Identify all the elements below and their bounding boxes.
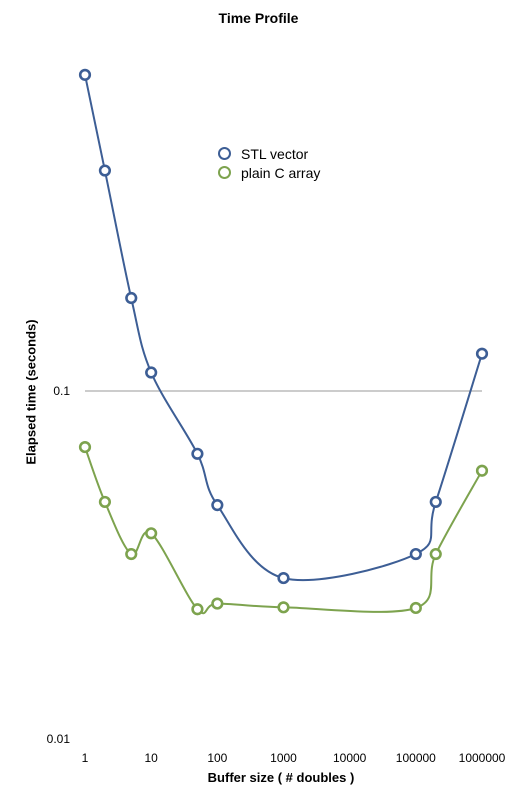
- x-tick-label: 100: [207, 751, 227, 765]
- legend: STL vector plain C array: [218, 144, 320, 182]
- legend-label-stl-vector: STL vector: [241, 145, 309, 162]
- data-point-plain-c-array: [475, 464, 489, 477]
- data-point-stl-vector: [98, 164, 112, 177]
- legend-item-plain-c-array: plain C array: [218, 163, 320, 182]
- y-tick-label: 0.01: [47, 732, 71, 746]
- legend-label-plain-c-array: plain C array: [241, 164, 321, 181]
- data-point-plain-c-array: [277, 601, 290, 614]
- legend-marker-stl-vector: [218, 147, 231, 160]
- data-point-stl-vector: [78, 68, 92, 81]
- data-point-plain-c-array: [409, 601, 422, 615]
- data-point-stl-vector: [145, 366, 158, 379]
- data-point-plain-c-array: [211, 597, 224, 610]
- y-axis-label: Elapsed time (seconds): [23, 319, 39, 465]
- x-tick-label: 100000: [396, 751, 436, 765]
- x-tick-label: 1000: [270, 751, 297, 765]
- data-point-stl-vector: [211, 499, 224, 512]
- data-point-stl-vector: [409, 547, 422, 561]
- data-point-plain-c-array: [98, 495, 112, 509]
- x-tick-label: 10000: [333, 751, 367, 765]
- x-axis-label: Buffer size ( # doubles ): [207, 770, 355, 785]
- data-point-stl-vector: [475, 347, 489, 360]
- x-tick-label: 10: [144, 751, 158, 765]
- data-point-plain-c-array: [125, 547, 138, 561]
- legend-item-stl-vector: STL vector: [218, 144, 320, 163]
- data-point-plain-c-array: [429, 547, 442, 561]
- series-line-plain-c-array: [84, 446, 483, 615]
- data-point-stl-vector: [277, 571, 290, 585]
- data-point-stl-vector: [191, 447, 204, 460]
- data-point-stl-vector: [125, 291, 138, 305]
- data-point-plain-c-array: [191, 603, 204, 616]
- chart-title: Time Profile: [218, 10, 299, 26]
- legend-marker-plain-c-array: [218, 166, 231, 179]
- data-point-plain-c-array: [78, 440, 92, 454]
- data-point-stl-vector: [429, 495, 442, 509]
- y-tick-label: 0.1: [53, 384, 70, 398]
- series-line-stl-vector: [84, 74, 483, 582]
- x-tick-label: 1000000: [459, 751, 506, 765]
- x-tick-label: 1: [82, 751, 89, 765]
- data-point-plain-c-array: [145, 527, 158, 540]
